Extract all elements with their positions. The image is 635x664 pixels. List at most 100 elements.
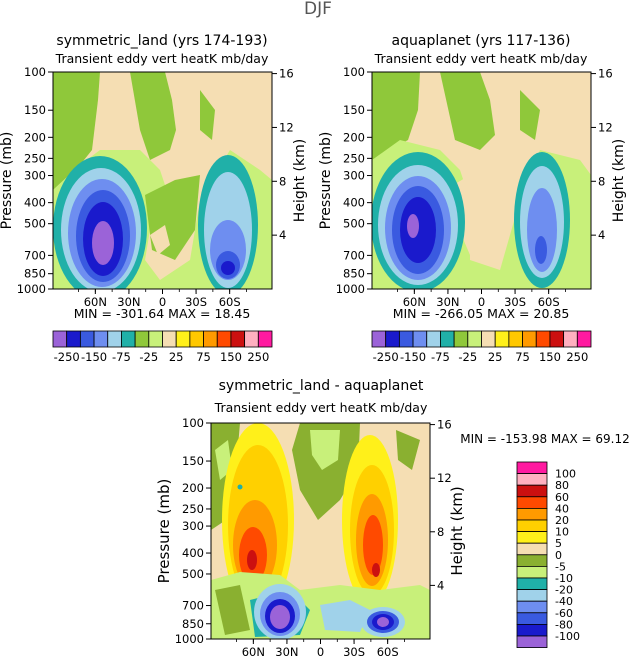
lat-tick-label: 60N: [242, 645, 265, 659]
colorbar-label: 25: [169, 350, 184, 364]
colorbar-swatch: [107, 330, 122, 348]
height-tick-label: 4: [437, 578, 444, 592]
pressure-tick-label: 850: [343, 267, 365, 281]
pressure-tick-label: 700: [182, 599, 204, 613]
figure-title: DJF: [304, 0, 332, 19]
colorbar-swatch: [516, 473, 548, 486]
height-tick-label: 12: [279, 120, 294, 134]
colorbar-label: -10: [555, 572, 573, 585]
pressure-tick-label: 300: [343, 169, 365, 183]
y2-axis-label: Height (km): [611, 139, 627, 222]
colorbar-swatch: [440, 330, 455, 348]
colorbar-swatch: [52, 330, 68, 348]
stats-symmetric-land: MIN = -301.64 MAX = 18.45: [74, 306, 251, 321]
colorbar-top-right: -250 -150 -75 -25 25 75 150 250: [371, 330, 592, 364]
colorbar-swatch: [508, 330, 523, 348]
colorbar-swatch: [162, 330, 177, 348]
colorbar-label: -60: [555, 607, 573, 620]
pressure-tick-label: 850: [24, 267, 46, 281]
lat-tick-label: 0: [317, 645, 324, 659]
pressure-tick-label: 250: [343, 151, 365, 165]
colorbar-swatch: [398, 330, 414, 348]
colorbar-label: 80: [555, 479, 569, 492]
colorbar-swatch: [516, 519, 548, 533]
lat-tick-label: 30S: [504, 295, 526, 309]
colorbar-swatch: [189, 330, 204, 348]
colorbar-swatch: [371, 330, 387, 348]
colorbar-swatch: [522, 330, 537, 348]
heatmap-field: [53, 72, 272, 289]
colorbar-swatch: [93, 330, 109, 348]
panel-symmetric-land: symmetric_land (yrs 174-193) Transient e…: [0, 33, 308, 309]
panel-title: symmetric_land - aquaplanet: [219, 378, 424, 394]
colorbar-label: -25: [139, 350, 158, 364]
colorbar-label: 10: [555, 526, 569, 539]
colorbar-swatch: [494, 330, 510, 348]
colorbar-swatch: [412, 330, 428, 348]
colorbar-label: -75: [431, 350, 450, 364]
colorbar-label: -100: [555, 630, 580, 643]
colorbar-swatch: [426, 330, 441, 348]
colorbar-label: -150: [81, 350, 107, 364]
panel-subtitle: Transient eddy vert heatK mb/day: [55, 51, 269, 66]
colorbar-swatch: [516, 484, 548, 498]
pressure-tick-label: 200: [182, 481, 204, 495]
pressure-tick-label: 500: [343, 217, 365, 231]
pressure-tick-label: 1000: [17, 282, 46, 296]
pressure-tick-label: 100: [343, 65, 365, 79]
colorbar-swatch: [481, 330, 496, 348]
lat-tick-label: 60S: [219, 295, 241, 309]
height-tick-label: 4: [598, 228, 605, 242]
pressure-tick-label: 100: [24, 65, 46, 79]
colorbar-swatch: [549, 330, 565, 348]
lat-tick-label: 30S: [343, 645, 365, 659]
pressure-tick-label: 150: [343, 103, 365, 117]
colorbar-swatch: [576, 330, 592, 348]
colorbar-swatch: [257, 330, 273, 348]
pressure-tick-label: 500: [182, 567, 204, 581]
lat-tick-label: 0: [159, 295, 166, 309]
panel-subtitle: Transient eddy vert heatK mb/day: [214, 400, 428, 415]
lat-tick-label: 0: [478, 295, 485, 309]
colorbar-top-left: -250 -150 -75 -25 25 75 150 250: [52, 330, 273, 364]
colorbar-label: 150: [539, 350, 561, 364]
y2-axis-label: Height (km): [292, 139, 308, 222]
lat-tick-label: 60N: [84, 295, 107, 309]
colorbar-swatch: [563, 330, 578, 348]
colorbar-label: 75: [515, 350, 530, 364]
colorbar-label: -20: [555, 584, 573, 597]
lat-tick-label: 30N: [275, 645, 298, 659]
height-tick-label: 4: [279, 228, 286, 242]
colorbar-swatch: [516, 554, 548, 567]
colorbar-label: 75: [196, 350, 211, 364]
colorbar-swatch: [203, 330, 218, 348]
pressure-tick-label: 400: [182, 546, 204, 560]
colorbar-label: -40: [555, 595, 573, 608]
colorbar-swatch: [516, 461, 548, 475]
colorbar-label: -250: [54, 350, 80, 364]
panel-subtitle: Transient eddy vert heatK mb/day: [374, 51, 588, 66]
pressure-tick-label: 400: [24, 196, 46, 210]
colorbar-swatch: [467, 330, 482, 348]
pressure-tick-label: 700: [343, 248, 365, 262]
colorbar-label: 40: [555, 502, 569, 515]
colorbar-label: -25: [458, 350, 477, 364]
colorbar-label: 25: [488, 350, 503, 364]
height-tick-label: 16: [598, 67, 613, 81]
height-tick-label: 8: [437, 525, 444, 539]
colorbar-label: 150: [220, 350, 242, 364]
heatmap-field: [372, 72, 591, 289]
colorbar-label: -150: [400, 350, 426, 364]
lat-tick-label: 30S: [185, 295, 207, 309]
colorbar-swatch: [79, 330, 95, 348]
colorbar-label: 5: [555, 537, 562, 550]
panel-difference: symmetric_land - aquaplanet Transient ed…: [155, 378, 466, 659]
height-tick-label: 8: [279, 174, 286, 188]
height-tick-label: 16: [279, 67, 294, 81]
colorbar-label: 20: [555, 514, 569, 527]
colorbar-swatch: [175, 330, 191, 348]
pressure-tick-label: 200: [343, 130, 365, 144]
